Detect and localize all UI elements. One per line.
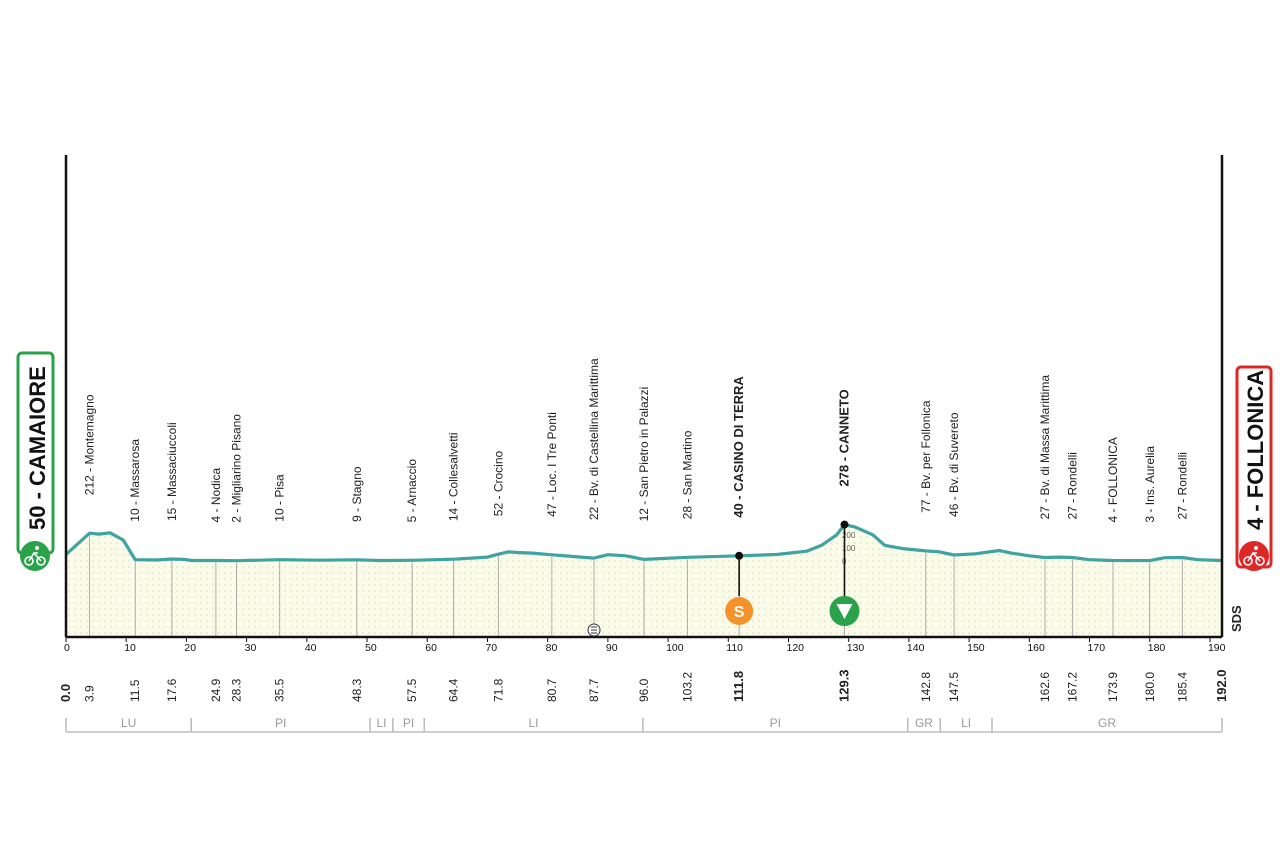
- start-label: 50 - CAMAIORE: [25, 366, 50, 530]
- location-label: 27 - Rondelli: [1066, 452, 1080, 519]
- x-tick-label: 40: [305, 642, 317, 654]
- province-label: LI: [961, 716, 971, 730]
- location-label: 5 - Arnaccio: [405, 459, 419, 523]
- km-marker-label: 162.6: [1038, 672, 1052, 702]
- province-label: LI: [529, 716, 539, 730]
- province-label: GR: [915, 716, 933, 730]
- x-tick-label: 180: [1148, 642, 1166, 654]
- km-marker-label: 180.0: [1143, 672, 1157, 702]
- location-label: 47 - Loc. I Tre Ponti: [545, 412, 559, 517]
- km-marker-label: 129.3: [836, 669, 851, 702]
- km-marker-label: 0.0: [58, 684, 73, 702]
- y-tick-label: 200: [842, 531, 856, 540]
- sprint-symbol: S: [734, 604, 745, 621]
- location-label: 40 - CASINO DI TERRA: [731, 376, 746, 518]
- km-marker-label: 57.5: [405, 678, 419, 702]
- km-marker-label: 11.5: [128, 679, 142, 702]
- kom-triangle-icon: [836, 604, 853, 619]
- location-label: 10 - Pisa: [273, 474, 287, 522]
- km-marker-label: 147.5: [947, 672, 961, 702]
- location-label: 22 - Bv. di Castellina Marittima: [587, 358, 601, 520]
- sprint-icon: [725, 597, 754, 625]
- km-marker-label: 48.3: [350, 678, 364, 702]
- km-marker-label: 96.0: [637, 678, 651, 702]
- km-marker-label: 167.2: [1066, 672, 1080, 702]
- x-tick-label: 120: [787, 642, 805, 654]
- finish-label: 4 - FOLLONICA: [1243, 370, 1268, 530]
- x-tick-label: 60: [425, 642, 437, 654]
- x-tick-label: 70: [485, 642, 497, 654]
- km-marker-label: 185.4: [1175, 672, 1189, 702]
- km-marker-label: 64.4: [447, 678, 461, 702]
- x-tick-label: 20: [184, 642, 196, 654]
- location-label: 27 - Rondelli: [1175, 452, 1189, 519]
- province-label: PI: [770, 716, 781, 730]
- km-marker-label: 173.9: [1106, 672, 1120, 702]
- km-marker-label: 24.9: [209, 678, 223, 702]
- feed-zone-lines: [591, 626, 598, 634]
- location-label: 2 - Migliarino Pisano: [229, 414, 243, 523]
- start-banner: 50 - CAMAIORE: [16, 351, 55, 571]
- x-tick-label: 30: [245, 642, 257, 654]
- km-marker-label: 192.0: [1214, 669, 1229, 702]
- x-tick-label: 100: [666, 642, 684, 654]
- location-label: 278 - CANNETO: [836, 389, 851, 486]
- km-marker-label: 28.3: [229, 678, 243, 702]
- location-label: 27 - Bv. di Massa Marittima: [1038, 375, 1052, 520]
- x-tick-label: 140: [907, 642, 925, 654]
- province-label: PI: [275, 716, 286, 730]
- x-tick-label: 90: [606, 642, 618, 654]
- location-label: 15 - Massaciuccoli: [165, 422, 179, 521]
- x-tick-label: 160: [1027, 642, 1045, 654]
- km-marker-label: 87.7: [587, 678, 601, 702]
- km-marker-label: 103.2: [680, 672, 694, 702]
- province-label: GR: [1098, 716, 1116, 730]
- finish-cyclist-icon: [1239, 541, 1269, 571]
- location-label: 28 - San Martino: [680, 430, 694, 519]
- location-label: 3 - Ins. Aurelia: [1143, 446, 1157, 523]
- kom-point: [840, 520, 849, 529]
- x-tick-label: 0: [64, 642, 70, 654]
- finish-banner: 4 - FOLLONICA: [1235, 365, 1273, 571]
- province-label: LI: [376, 716, 386, 730]
- start-cyclist-icon: [20, 541, 50, 571]
- location-label: 4 - FOLLONICA: [1106, 437, 1120, 522]
- location-label: 4 - Nodica: [209, 467, 223, 522]
- km-marker-label: 17.6: [165, 678, 179, 702]
- km-marker-label: 80.7: [545, 678, 559, 702]
- location-label: 52 - Crocino: [491, 451, 505, 517]
- province-label: LU: [121, 716, 136, 730]
- location-label: 212 - Montemagno: [82, 394, 96, 495]
- x-tick-label: 80: [546, 642, 558, 654]
- km-marker-label: 71.8: [491, 678, 505, 702]
- location-label: 77 - Bv. per Follonica: [919, 400, 933, 513]
- x-tick-label: 10: [124, 642, 136, 654]
- km-marker-label: 3.9: [82, 685, 96, 702]
- location-label: 14 - Collesalvetti: [447, 432, 461, 521]
- km-marker-label: 35.5: [273, 678, 287, 702]
- km-marker-label: 111.8: [731, 671, 746, 702]
- sprint-point: [735, 551, 744, 560]
- watermark-text: SDS: [1229, 605, 1244, 632]
- x-tick-label: 110: [726, 642, 743, 654]
- x-tick-label: 190: [1208, 642, 1226, 654]
- location-label: 10 - Massarosa: [128, 439, 142, 522]
- x-tick-label: 130: [847, 642, 865, 654]
- x-tick-label: 170: [1088, 642, 1106, 654]
- y-tick-label: 100: [842, 544, 856, 553]
- km-marker-label: 142.8: [919, 672, 933, 702]
- province-label: PI: [403, 716, 414, 730]
- profile-line: [64, 522, 1223, 563]
- location-label: 9 - Stagno: [350, 466, 364, 522]
- x-tick-label: 150: [967, 642, 985, 654]
- x-tick-label: 50: [365, 642, 377, 654]
- location-label: 46 - Bv. di Suvereto: [947, 412, 961, 517]
- location-label: 12 - San Pietro in Palazzi: [637, 387, 651, 522]
